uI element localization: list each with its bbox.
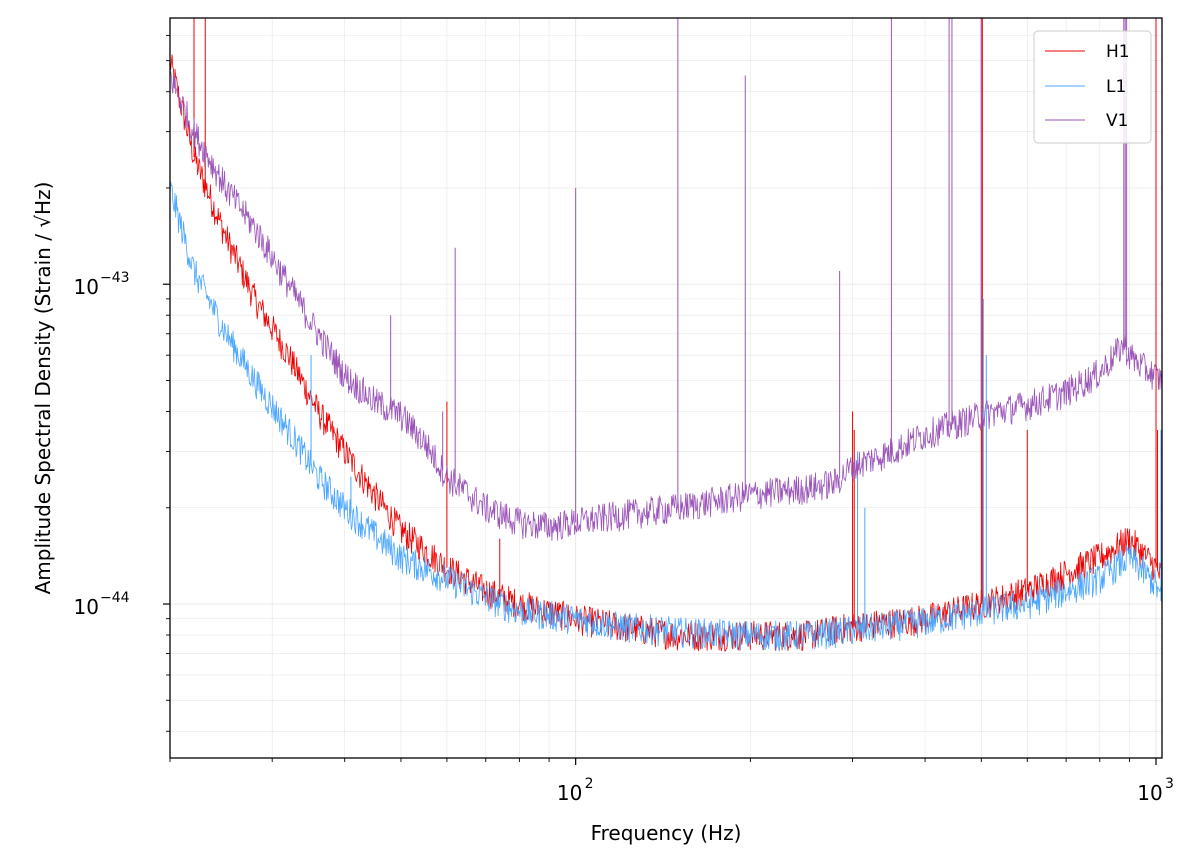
y-tick-label-exponent: −43	[100, 270, 130, 286]
x-tick-label: 10	[557, 781, 582, 805]
legend: H1 L1 V1	[1033, 30, 1152, 144]
legend-box	[1033, 30, 1152, 144]
x-tick-label: 10	[1137, 781, 1162, 805]
plot-background	[170, 18, 1162, 758]
x-axis-label: Frequency (Hz)	[591, 821, 742, 845]
y-tick-label: 10	[74, 595, 99, 619]
x-tick-label-exponent: 2	[585, 776, 594, 792]
y-tick-label: 10	[74, 275, 99, 299]
y-tick-label-exponent: −44	[100, 590, 130, 606]
plot-frame	[169, 17, 1163, 759]
tick-marks	[163, 34, 1157, 765]
legend-h1-label: H1	[1106, 42, 1130, 62]
x-tick-label-exponent: 3	[1165, 776, 1174, 792]
series-v1-line	[170, 71, 1162, 541]
series-l1-line	[170, 181, 1162, 652]
legend-v1-label: V1	[1106, 111, 1128, 131]
y-axis-label: Amplitude Spectral Density (Strain / √Hz…	[31, 182, 55, 595]
series-h1-line	[170, 54, 1162, 652]
legend-l1-label: L1	[1106, 77, 1126, 97]
